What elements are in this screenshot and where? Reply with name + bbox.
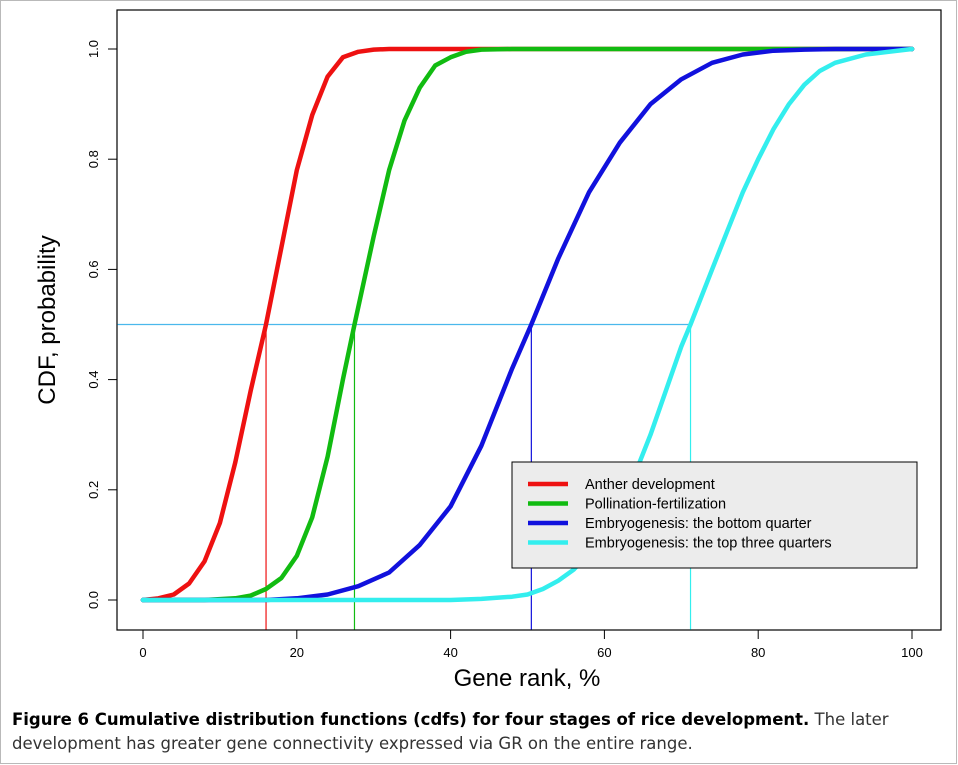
y-tick-label: 0.4 [86,371,101,389]
x-axis-label: Gene rank, % [454,665,601,692]
x-tick-label: 40 [443,645,457,660]
series-lines [140,46,915,603]
figure-caption: Figure 6 Cumulative distribution functio… [12,708,942,756]
series-line-1 [140,46,915,603]
series-line-2 [140,46,915,603]
cdf-chart: 0 20 40 60 80 100 0.0 0.2 0.4 0.6 0.8 1.0 Gene ran… [34,9,942,692]
y-tick-label: 0.0 [86,591,101,609]
caption-title: Figure 6 Cumulative distribution functio… [12,710,810,729]
x-tick-label: 100 [901,645,923,660]
x-tick-label: 20 [290,645,304,660]
y-tick-label: 0.2 [86,481,101,499]
y-tick-label: 1.0 [86,40,101,58]
x-tick-label: 60 [597,645,611,660]
x-tick-label: 80 [751,645,765,660]
legend-box [511,461,918,569]
series-line-4 [140,46,915,603]
x-axis: 0 20 40 60 80 100 [139,629,923,660]
y-axis-label: CDF, probability [34,235,61,404]
x-tick-label: 0 [139,645,146,660]
y-tick-label: 0.8 [86,150,101,168]
series-line-3 [140,46,915,603]
legend-label-2: Pollination-fertilization [585,497,726,513]
legend-label-4: Embryogenesis: the top three quarters [585,536,832,552]
y-axis: 0.0 0.2 0.4 0.6 0.8 1.0 [86,40,118,609]
legend-label-1: Anther development [585,477,715,493]
y-tick-label: 0.6 [86,260,101,278]
caption-text: The later development has greater gene c… [12,710,889,753]
legend: Anther development Pollination-fertilizat… [511,461,918,569]
legend-label-3: Embryogenesis: the bottom quarter [585,516,812,532]
